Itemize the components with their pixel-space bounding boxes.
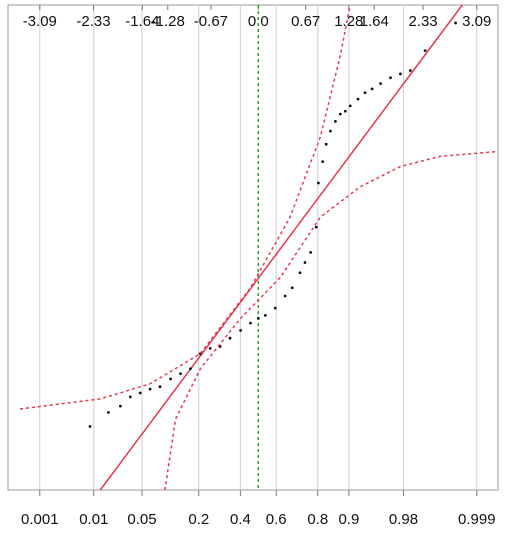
data-point: [138, 391, 142, 395]
x-tick-label: -1.28: [151, 13, 185, 30]
data-point: [106, 411, 110, 414]
data-point: [239, 329, 243, 332]
data-point: [263, 314, 267, 317]
data-point: [333, 120, 337, 123]
data-point: [298, 271, 302, 275]
x2-tick-label: 0.6: [266, 511, 287, 528]
plot-frame: [7, 4, 499, 491]
data-point: [169, 377, 173, 381]
data-point: [283, 294, 287, 298]
x2-tick-label: 0.4: [230, 511, 251, 528]
data-point: [228, 336, 232, 340]
data-point: [343, 109, 347, 113]
x2-tick-label: 0.98: [389, 511, 418, 528]
data-point: [348, 104, 352, 108]
data-point: [119, 404, 122, 408]
reference-line: [99, 4, 463, 491]
data-point: [408, 69, 412, 72]
confidence-band: [19, 4, 351, 410]
x2-tick-label: 0.2: [188, 511, 209, 528]
x2-tick-label: 0.999: [458, 511, 496, 528]
data-point: [249, 321, 252, 325]
data-point: [379, 82, 383, 85]
data-point: [324, 142, 328, 146]
data-point: [338, 112, 342, 116]
data-point: [356, 97, 360, 101]
data-point: [303, 261, 307, 264]
data-point: [256, 316, 260, 320]
data-point: [454, 21, 457, 25]
data-point: [309, 250, 313, 254]
x-tick-label: 1.28: [334, 13, 363, 30]
x-tick-label: -1.64: [125, 13, 159, 30]
data-point: [363, 91, 367, 95]
x-tick-label: -3.09: [23, 13, 57, 30]
data-point: [399, 72, 402, 76]
x-tick-label: 0.67: [291, 13, 320, 30]
data-point: [370, 87, 374, 91]
x2-tick-label: 0.001: [21, 511, 59, 528]
data-point: [389, 76, 392, 80]
x2-tick-label: 0.9: [338, 511, 359, 528]
data-point: [88, 425, 92, 428]
data-point: [423, 49, 427, 52]
x-tick-label: 1.64: [360, 13, 389, 30]
data-point: [179, 372, 182, 375]
data-point: [316, 181, 320, 185]
x2-tick-label: 0.05: [127, 511, 156, 528]
data-point: [208, 346, 212, 350]
x-tick-label: 2.33: [408, 13, 437, 30]
data-point: [329, 129, 332, 133]
x2-tick-label: 0.8: [307, 511, 328, 528]
x-tick-label: -0.67: [194, 13, 228, 30]
x-tick-label: -2.33: [76, 13, 110, 30]
data-point: [128, 395, 132, 399]
data-point: [314, 225, 318, 229]
data-point: [321, 160, 325, 164]
x2-tick-label: 0.01: [79, 511, 108, 528]
data-point: [158, 385, 162, 389]
data-point: [189, 367, 192, 371]
data-point: [273, 306, 277, 310]
x-tick-label: 0.0: [248, 13, 269, 30]
data-point: [148, 387, 152, 391]
data-point: [290, 286, 294, 290]
x-tick-label: 3.09: [462, 13, 491, 30]
